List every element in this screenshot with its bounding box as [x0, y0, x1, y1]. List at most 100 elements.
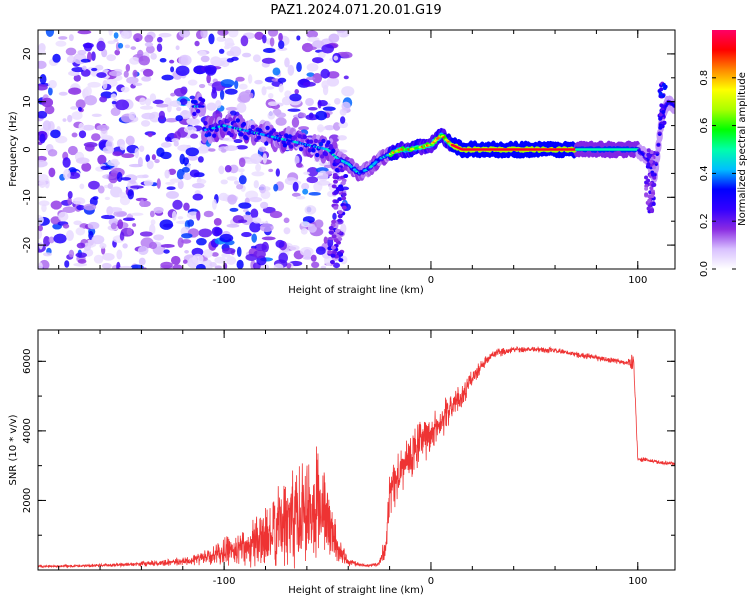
spectrogram-noise-blob — [272, 67, 281, 76]
spectrogram-noise-blob — [172, 199, 183, 210]
spectrogram-noise-blob — [107, 183, 114, 189]
spectrogram-noise-blob — [227, 194, 237, 205]
spectrogram-streak-blob — [327, 250, 333, 255]
spectrogram-noise-blob — [158, 110, 165, 120]
spectrogram-ridge-mid — [323, 151, 329, 157]
spectrogram-noise-blob — [186, 144, 191, 148]
spectrogram-noise-blob — [296, 35, 301, 41]
spectrogram-streak-blob — [661, 110, 666, 115]
spectrogram-noise-blob — [238, 157, 246, 168]
spectrogram-streak-blob — [336, 251, 342, 256]
spectrogram-noise-blob — [254, 31, 264, 40]
spectrogram-noise-blob — [100, 165, 111, 170]
spectrogram-streak-blob — [333, 238, 339, 243]
spectrogram-noise-blob — [192, 193, 204, 201]
spectrogram-noise-blob — [71, 132, 78, 138]
spectrogram-noise-blob — [261, 241, 269, 253]
spectrogram-noise-blob — [144, 42, 154, 47]
spectrogram-noise-blob — [137, 246, 149, 255]
spectrogram-noise-blob — [41, 97, 54, 108]
spectrogram-noise-blob — [238, 175, 247, 185]
spectrogram-noise-blob — [143, 179, 154, 187]
spectrogram-noise-blob — [220, 179, 228, 185]
spectrogram-streak-blob — [337, 197, 343, 202]
snr-x-tick-label: 0 — [428, 576, 434, 587]
spectrogram-noise-blob — [289, 245, 300, 251]
spectrogram-noise-blob — [283, 217, 290, 224]
spectrogram-noise-blob — [108, 30, 113, 36]
spectrogram-noise-blob — [308, 191, 321, 196]
spectrogram-noise-blob — [333, 55, 339, 61]
spectrogram-noise-blob — [148, 241, 158, 250]
spectrogram-noise-blob — [215, 99, 222, 109]
snr-x-tick-label: -100 — [213, 576, 236, 587]
spectrogram-noise-blob — [138, 55, 150, 66]
spectrogram-noise-blob — [187, 154, 199, 161]
spectrogram-noise-blob — [161, 74, 174, 81]
spectrogram-noise-blob — [337, 135, 347, 141]
spectrogram-noise-blob — [160, 142, 172, 148]
spectrogram-noise-blob — [203, 210, 214, 218]
spectrogram-noise-blob — [99, 243, 107, 249]
spectrogram-streak-blob — [658, 116, 663, 121]
spectrogram-noise-blob — [301, 182, 310, 191]
spectrogram-noise-blob — [38, 174, 49, 182]
spectrogram-noise-blob — [63, 168, 71, 180]
spectrogram-noise-blob — [78, 122, 84, 131]
spectrogram-noise-blob — [296, 162, 303, 168]
spectrogram-noise-blob — [340, 255, 348, 265]
spectrogram-noise-blob — [129, 180, 137, 185]
spectrogram-ridge-mid — [326, 140, 331, 145]
spectrogram-ridge-mid — [265, 125, 270, 131]
snr-x-tick-label: 100 — [628, 576, 647, 587]
spectrogram-noise-blob — [233, 180, 240, 185]
spectrogram-noise-blob — [76, 242, 86, 249]
spectrogram-noise-blob — [119, 144, 126, 151]
spectrogram-noise-blob — [91, 67, 98, 72]
spectrogram-noise-blob — [315, 110, 328, 121]
spectrogram-noise-blob — [219, 89, 225, 100]
spectrogram-noise-blob — [91, 113, 102, 118]
spectrogram-streak-blob — [337, 214, 343, 219]
spectrogram-noise-blob — [291, 192, 301, 197]
spectrogram-noise-blob — [132, 223, 137, 227]
spectrogram-noise-blob — [73, 262, 88, 267]
snr-frame — [37, 329, 676, 571]
spectrogram-noise-blob — [77, 49, 87, 56]
spectrogram-noise-blob — [117, 219, 124, 230]
spectrogram-streak-blob — [333, 179, 339, 184]
spectrogram-noise-blob — [196, 237, 207, 246]
spectrogram-noise-blob — [176, 106, 182, 112]
spectrogram-noise-blob — [273, 263, 284, 269]
spectrogram-noise-blob — [235, 76, 245, 82]
spectrogram-noise-blob — [160, 151, 172, 160]
spectrogram-noise-blob — [122, 243, 128, 249]
spectrogram-noise-blob — [76, 204, 85, 211]
spectrogram-noise-blob — [268, 168, 274, 173]
spectrogram-noise-blob — [236, 184, 244, 190]
snr-background — [38, 330, 675, 570]
figure-title: PAZ1.2024.071.20.01.G19 — [270, 3, 441, 18]
spectrogram-noise-blob — [295, 195, 306, 200]
snr-y-tick-label: 2000 — [22, 488, 33, 513]
spectrogram-y-tick-label: -10 — [22, 189, 33, 205]
spectrogram-noise-blob — [50, 129, 61, 139]
spectrogram-streak-blob — [647, 154, 652, 159]
spectrogram-noise-blob — [38, 60, 47, 69]
spectrogram-ridge-mid — [250, 124, 255, 130]
spectrogram-noise-blob — [88, 180, 100, 190]
spectrogram-ridge-mid — [241, 121, 247, 127]
spectrogram-noise-blob — [120, 30, 130, 39]
spectrogram-noise-blob — [177, 237, 184, 248]
spectrogram-noise-blob — [97, 154, 107, 165]
spectrogram-noise-blob — [265, 86, 275, 90]
spectrogram-streak-blob — [658, 91, 663, 96]
spectrogram-noise-blob — [278, 252, 289, 264]
spectrogram-noise-blob — [163, 249, 170, 254]
spectrogram-noise-blob — [181, 166, 190, 173]
spectrogram-noise-blob — [250, 245, 257, 249]
spectrogram-noise-blob — [302, 188, 309, 195]
spectrogram-ridge-mid — [203, 121, 208, 126]
spectrogram-y-tick-label: -20 — [22, 237, 33, 253]
